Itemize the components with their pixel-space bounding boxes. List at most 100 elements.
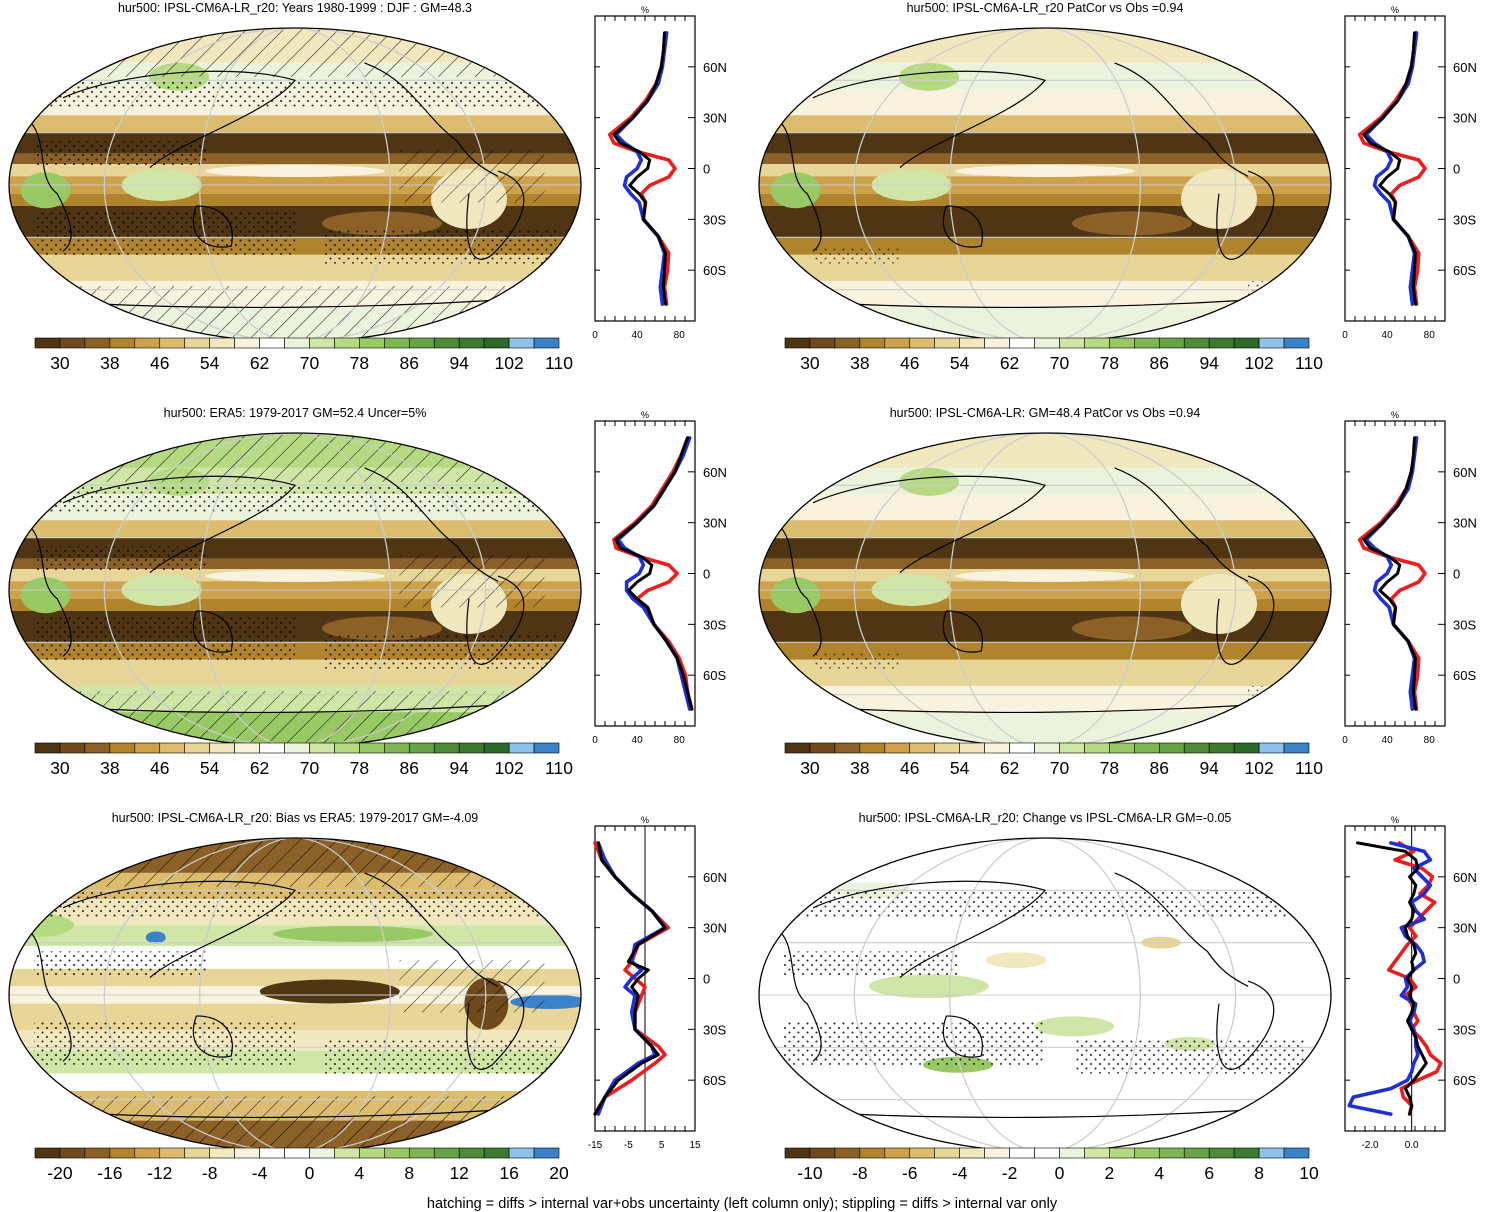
colorbar-tick-label: 16 bbox=[499, 1163, 518, 1183]
colorbar-swatch bbox=[834, 337, 861, 349]
coastlines bbox=[772, 872, 1275, 1119]
colorbar-tick-label: 70 bbox=[300, 353, 320, 373]
colorbar-swatch bbox=[384, 742, 410, 754]
lat-tick-label: 60S bbox=[703, 263, 726, 278]
colorbar-swatch bbox=[1034, 1147, 1060, 1159]
colorbar-tick-label: 30 bbox=[800, 758, 820, 778]
colorbar-tick-label: 78 bbox=[350, 758, 369, 778]
colorbar-swatch bbox=[109, 742, 136, 754]
panel-title: hur500: IPSL-CM6A-LR: GM=48.4 PatCor vs … bbox=[890, 406, 1201, 420]
colorbar: -20 -16 -12 -8 -4 0 4 8 12 16 20 bbox=[34, 1147, 569, 1183]
profile-x-tick-label: 0 bbox=[1342, 735, 1348, 746]
colorbar-swatch bbox=[1258, 337, 1285, 349]
colorbar-swatch bbox=[458, 742, 485, 754]
colorbar-swatch bbox=[533, 742, 560, 754]
profile-frame bbox=[1344, 15, 1446, 322]
field-anomaly bbox=[955, 165, 1135, 178]
field-anomaly bbox=[145, 931, 166, 944]
colorbar-swatch bbox=[334, 337, 360, 349]
colorbar-swatch bbox=[284, 337, 310, 349]
colorbar-swatch bbox=[1158, 1147, 1185, 1159]
colorbar-swatch bbox=[859, 1147, 886, 1159]
colorbar-tick-label: 86 bbox=[400, 758, 419, 778]
colorbar-swatch bbox=[1034, 337, 1060, 349]
colorbar-swatch bbox=[934, 337, 960, 349]
colorbar-swatch bbox=[234, 1147, 260, 1159]
colorbar-swatch bbox=[1183, 742, 1210, 754]
profile-x-tick-label: 0 bbox=[1342, 330, 1348, 341]
colorbar-swatch bbox=[84, 742, 111, 754]
colorbar-tick-label: 46 bbox=[150, 353, 169, 373]
colorbar-tick-label: 54 bbox=[200, 758, 220, 778]
colorbar-swatch bbox=[1283, 1147, 1310, 1159]
colorbar-tick-label: 78 bbox=[350, 353, 369, 373]
colorbar-tick-label: 46 bbox=[900, 353, 919, 373]
field-anomaly bbox=[986, 952, 1046, 969]
colorbar-swatch bbox=[234, 742, 260, 754]
colorbar-swatch bbox=[259, 742, 285, 754]
field-anomaly bbox=[20, 577, 71, 614]
colorbar-swatch bbox=[859, 337, 886, 349]
colorbar-swatch bbox=[1134, 742, 1160, 754]
colorbar-tick-label: 54 bbox=[950, 353, 970, 373]
colorbar-swatch bbox=[809, 1147, 836, 1159]
field-anomaly bbox=[899, 62, 959, 91]
colorbar-swatch bbox=[284, 742, 310, 754]
lat-tick-label: 30N bbox=[1453, 921, 1477, 936]
colorbar-swatch bbox=[184, 1147, 210, 1159]
profile-line-black bbox=[612, 31, 667, 306]
colorbar-swatch bbox=[234, 337, 260, 349]
lat-tick-label: 60S bbox=[1453, 1073, 1476, 1088]
colorbar-tick-label: -12 bbox=[147, 1163, 172, 1183]
colorbar-swatch bbox=[1183, 337, 1210, 349]
colorbar-swatch bbox=[334, 742, 360, 754]
colorbar-swatch bbox=[1208, 742, 1235, 754]
colorbar-swatch bbox=[1059, 742, 1085, 754]
lat-tick-label: 30S bbox=[703, 212, 726, 227]
field-anomaly bbox=[770, 172, 821, 209]
profile-x-tick-label: 80 bbox=[1424, 330, 1436, 341]
colorbar: 30 38 46 54 62 70 78 86 94 102 110 bbox=[784, 742, 1323, 778]
colorbar-tick-label: 2 bbox=[1105, 1163, 1115, 1183]
profile-x-tick-label: 0.0 bbox=[1405, 1140, 1419, 1151]
colorbar-swatch bbox=[884, 742, 911, 754]
lat-tick-label: 60S bbox=[1453, 668, 1476, 683]
colorbar-swatch bbox=[1208, 1147, 1235, 1159]
colorbar-tick-label: 102 bbox=[494, 758, 523, 778]
colorbar-swatch bbox=[909, 1147, 936, 1159]
colorbar-swatch bbox=[384, 337, 410, 349]
colorbar-tick-label: 38 bbox=[100, 353, 119, 373]
profile-x-tick-label: -5 bbox=[624, 1140, 633, 1151]
colorbar-tick-label: 12 bbox=[449, 1163, 468, 1183]
colorbar-swatch bbox=[1109, 1147, 1135, 1159]
zonal-profile: % 60N 30N 0 30S 60S 0 40 80 bbox=[592, 5, 727, 341]
colorbar-tick-label: 46 bbox=[150, 758, 169, 778]
field-anomaly bbox=[205, 165, 385, 178]
profile-line-black bbox=[1356, 841, 1428, 1116]
colorbar-swatch bbox=[34, 1147, 61, 1159]
field-anomaly bbox=[1181, 168, 1257, 229]
profile-x-tick-label: 5 bbox=[659, 1140, 665, 1151]
zonal-profile: % 60N 30N 0 30S 60S -15 -5 5 15 bbox=[588, 815, 727, 1151]
colorbar-tick-label: 94 bbox=[449, 353, 469, 373]
colorbar-swatch bbox=[209, 742, 235, 754]
panel-title: hur500: IPSL-CM6A-LR_r20: Change vs IPSL… bbox=[859, 811, 1232, 825]
panel: hur500: IPSL-CM6A-LR_r20 PatCor vs Obs =… bbox=[758, 1, 1477, 373]
colorbar-swatch bbox=[259, 1147, 285, 1159]
colorbar-swatch bbox=[134, 1147, 161, 1159]
profile-x-tick-label: 0 bbox=[592, 735, 598, 746]
colorbar-tick-label: 4 bbox=[355, 1163, 365, 1183]
colorbar-swatch bbox=[59, 337, 86, 349]
lat-tick-label: 0 bbox=[1453, 162, 1460, 177]
profile-x-tick-label: -15 bbox=[588, 1140, 603, 1151]
colorbar-swatch bbox=[508, 742, 535, 754]
field-anomaly bbox=[1072, 211, 1192, 236]
zonal-profile: % 60N 30N 0 30S 60S 0 40 80 bbox=[1342, 5, 1477, 341]
lat-tick-label: 30N bbox=[1453, 111, 1477, 126]
field-anomaly bbox=[770, 577, 821, 614]
colorbar-swatch bbox=[1208, 337, 1235, 349]
colorbar-tick-label: 30 bbox=[50, 353, 70, 373]
coastlines bbox=[22, 467, 525, 714]
graticule bbox=[759, 28, 1331, 342]
colorbar-swatch bbox=[433, 1147, 460, 1159]
